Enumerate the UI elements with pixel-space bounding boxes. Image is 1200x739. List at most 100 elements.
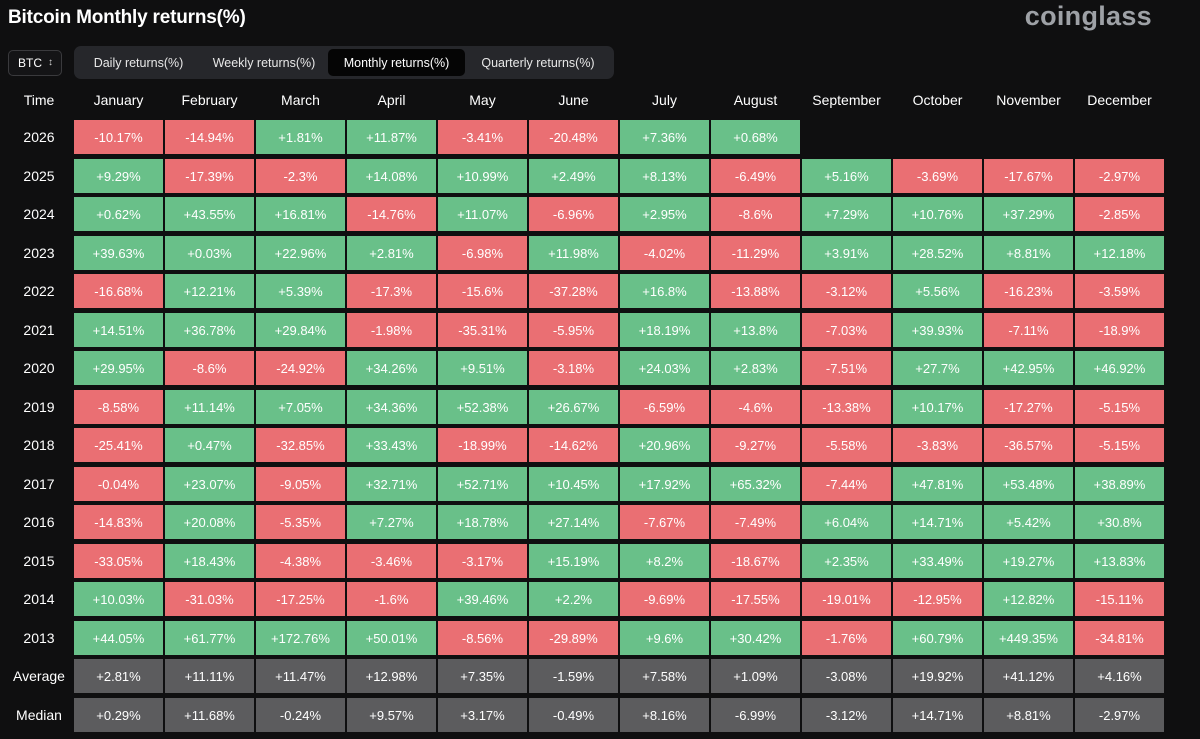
return-cell: +22.96% <box>256 236 345 270</box>
return-cell: +9.57% <box>347 698 436 732</box>
stat-row-median: Median +0.29% +11.68% -0.24% +9.57% +3.17% -0.… <box>0 697 1200 735</box>
return-cell: +30.42% <box>711 621 800 655</box>
year-label: 2018 <box>23 437 55 453</box>
tab-daily-returns[interactable]: Daily returns(%) <box>93 55 184 70</box>
return-cell: +42.95% <box>984 351 1073 385</box>
return-cell: +5.42% <box>984 505 1073 539</box>
return-cell: +19.27% <box>984 544 1073 578</box>
return-cell: +26.67% <box>529 390 618 424</box>
return-cell: -33.05% <box>74 544 163 578</box>
return-cell: +14.08% <box>347 159 436 193</box>
year-label: 2014 <box>23 591 55 607</box>
table-row: 2024 +0.62% +43.55% +16.81% -14.76% +11.07% -6… <box>0 196 1200 234</box>
return-cell: -7.51% <box>802 351 891 385</box>
return-cell: +12.21% <box>165 274 254 308</box>
return-cell: +15.19% <box>529 544 618 578</box>
return-cell: +14.71% <box>893 698 982 732</box>
return-cell: -36.57% <box>984 428 1073 462</box>
return-cell: -18.99% <box>438 428 527 462</box>
return-cell: -14.83% <box>74 505 163 539</box>
return-cell: -17.39% <box>165 159 254 193</box>
return-cell: +8.81% <box>984 236 1073 270</box>
return-cell: +11.07% <box>438 197 527 231</box>
return-cell: +61.77% <box>165 621 254 655</box>
return-cell: +3.91% <box>802 236 891 270</box>
tab-weekly-returns[interactable]: Weekly returns(%) <box>212 55 316 70</box>
return-cell: +0.03% <box>165 236 254 270</box>
return-cell: -12.95% <box>893 582 982 616</box>
return-cell: -24.92% <box>256 351 345 385</box>
return-cell: -5.95% <box>529 313 618 347</box>
table-row: 2014 +10.03% -31.03% -17.25% -1.6% +39.46% +2.… <box>0 581 1200 619</box>
return-cell: +9.29% <box>74 159 163 193</box>
return-cell: +11.68% <box>165 698 254 732</box>
return-cell: +7.36% <box>620 120 709 154</box>
return-cell: +16.81% <box>256 197 345 231</box>
return-cell: +2.49% <box>529 159 618 193</box>
return-cell: -15.11% <box>1075 582 1164 616</box>
return-cell: +52.71% <box>438 467 527 501</box>
return-cell: -3.12% <box>802 698 891 732</box>
table-row: 2017 -0.04% +23.07% -9.05% +32.71% +52.71% +10… <box>0 466 1200 504</box>
return-cell: -3.69% <box>893 159 982 193</box>
return-cell: -35.31% <box>438 313 527 347</box>
header-august: August <box>733 92 778 108</box>
return-cell: +12.18% <box>1075 236 1164 270</box>
table-row: 2016 -14.83% +20.08% -5.35% +7.27% +18.78% +27… <box>0 504 1200 542</box>
return-cell: -32.85% <box>256 428 345 462</box>
return-cell: +39.93% <box>893 313 982 347</box>
header-february: February <box>181 92 238 108</box>
return-cell: +9.6% <box>620 621 709 655</box>
return-cell: -3.46% <box>347 544 436 578</box>
return-cell: -17.27% <box>984 390 1073 424</box>
brand-logo: coinglass <box>1024 1 1152 31</box>
return-cell: +38.89% <box>1075 467 1164 501</box>
return-cell: +16.8% <box>620 274 709 308</box>
return-cell: -0.24% <box>256 698 345 732</box>
return-cell: +39.63% <box>74 236 163 270</box>
header-december: December <box>1087 92 1152 108</box>
return-cell: -15.6% <box>438 274 527 308</box>
return-cell: -1.76% <box>802 621 891 655</box>
table-row: 2023 +39.63% +0.03% +22.96% +2.81% -6.98% +11.… <box>0 235 1200 273</box>
return-cell: -17.67% <box>984 159 1073 193</box>
return-cell: -2.97% <box>1075 698 1164 732</box>
return-cell: -0.49% <box>529 698 618 732</box>
year-label: 2020 <box>23 360 55 376</box>
return-cell: +30.8% <box>1075 505 1164 539</box>
return-cell: -3.18% <box>529 351 618 385</box>
table-row: 2013 +44.05% +61.77% +172.76% +50.01% -8.56% -… <box>0 620 1200 658</box>
stat-row-average: Average +2.81% +11.11% +11.47% +12.98% +7.35%… <box>0 658 1200 696</box>
return-cell: -0.04% <box>74 467 163 501</box>
coin-select-value: BTC <box>18 56 42 70</box>
tab-monthly-returns[interactable]: Monthly returns(%) <box>328 49 465 76</box>
return-cell: +14.71% <box>893 505 982 539</box>
stat-label: Average <box>13 668 65 684</box>
return-cell: +32.71% <box>347 467 436 501</box>
return-cell: -16.68% <box>74 274 163 308</box>
return-cell: +449.35% <box>984 621 1073 655</box>
year-label: 2019 <box>23 399 55 415</box>
coin-select[interactable]: BTC ↕ <box>8 50 62 76</box>
return-cell: +47.81% <box>893 467 982 501</box>
return-cell: -2.97% <box>1075 159 1164 193</box>
return-cell: +29.84% <box>256 313 345 347</box>
return-cell: -18.9% <box>1075 313 1164 347</box>
return-cell: -7.44% <box>802 467 891 501</box>
return-cell: -31.03% <box>165 582 254 616</box>
return-cell: -9.27% <box>711 428 800 462</box>
return-cell: +0.29% <box>74 698 163 732</box>
return-cell: +27.14% <box>529 505 618 539</box>
table-row: 2018 -25.41% +0.47% -32.85% +33.43% -18.99% -1… <box>0 427 1200 465</box>
tab-quarterly-returns[interactable]: Quarterly returns(%) <box>481 55 595 70</box>
return-cell: +11.87% <box>347 120 436 154</box>
return-cell: -20.48% <box>529 120 618 154</box>
return-cell: +33.43% <box>347 428 436 462</box>
return-cell: -13.88% <box>711 274 800 308</box>
return-cell: +12.82% <box>984 582 1073 616</box>
return-cell: -3.83% <box>893 428 982 462</box>
year-label: 2015 <box>23 553 55 569</box>
return-cell: +2.35% <box>802 544 891 578</box>
return-cell: +8.81% <box>984 698 1073 732</box>
return-cell: -3.41% <box>438 120 527 154</box>
